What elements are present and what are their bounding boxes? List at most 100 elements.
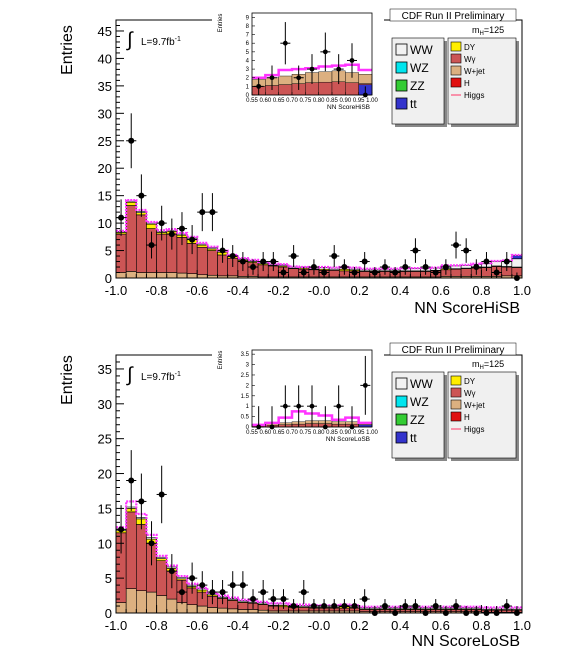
data-point-1 <box>126 113 137 169</box>
experiment-box <box>389 8 517 22</box>
bar-Wgamma-bin-14 <box>257 604 269 611</box>
experiment-label: CDF Run II Preliminary <box>402 11 505 22</box>
data-point-20 <box>319 267 330 278</box>
legend-swatch-tt <box>395 97 408 110</box>
legend-label-WZ: WZ <box>410 395 429 409</box>
data-point-37 <box>491 267 502 278</box>
legend-swatch-ZZ <box>395 79 408 92</box>
inset-y-tick-label: 0.5 <box>241 415 250 421</box>
data-point-18 <box>298 580 309 605</box>
legend-swatch-WW <box>395 377 408 390</box>
inset-bar-wjet-5 <box>318 71 333 83</box>
bar-Wgamma-bin-33 <box>450 268 462 277</box>
x-tick-label: 0.6 <box>432 283 450 298</box>
data-point-23 <box>349 599 360 613</box>
experiment-label: CDF Run II Preliminary <box>402 345 505 356</box>
lumi-text: L=9.7fb-1 <box>141 36 181 48</box>
inset-x-tick-label: 0.95 <box>353 430 365 436</box>
bar-DY-bin-8 <box>196 244 208 248</box>
bar-Wjet-bin-10 <box>217 607 228 614</box>
data-point-12 <box>237 571 248 600</box>
y-tick-label: 35 <box>98 362 112 377</box>
y-axis-label: Entries <box>59 355 76 405</box>
data-point-29 <box>410 599 421 613</box>
data-point-22 <box>339 599 350 613</box>
bar-Wjet-bin-12 <box>237 609 249 614</box>
data-point-10 <box>217 238 228 263</box>
data-point-4 <box>156 465 167 524</box>
x-tick-label: -0.0 <box>308 283 330 298</box>
data-point-25 <box>369 267 380 278</box>
x-tick-label: 0.4 <box>391 283 409 298</box>
data-point-3 <box>146 231 157 259</box>
inset-x-tick-label: 0.55 <box>246 430 258 436</box>
data-point-28 <box>400 599 411 613</box>
data-point-24 <box>359 252 370 272</box>
inset-data-point-6 <box>333 54 344 85</box>
inset-data-point-2 <box>280 22 291 65</box>
x-tick-label: 1.0 <box>513 618 531 633</box>
inset-data-point-4 <box>307 385 317 427</box>
main-histogram-hisb <box>115 113 523 281</box>
bar-Wjet-bin-5 <box>166 272 178 279</box>
data-point-34 <box>461 238 472 263</box>
bar-Wjet-bin-5 <box>166 598 178 614</box>
bar-Wjet-bin-0 <box>115 272 127 279</box>
inset-y-tick-label: 3 <box>246 67 250 73</box>
panel-hisb: -1.0 -0.8 -0.6 -0.4 -0.2 -0.0 0.2 0.4 0.6 0.8 1.00… <box>59 8 531 317</box>
inset-x-axis-label: NN ScoreHiSB <box>327 104 370 111</box>
legend-swatch-WZ <box>395 61 408 74</box>
y-tick-label: 20 <box>98 467 112 482</box>
bar-Wgamma-bin-18 <box>298 607 310 612</box>
data-point-6 <box>176 212 188 246</box>
y-tick-label: 35 <box>98 79 112 94</box>
y-tick-label: 40 <box>98 51 112 66</box>
legend-label-DY: DY <box>464 43 476 52</box>
legend-label-WW: WW <box>410 377 433 391</box>
inset-y-tick-label: 4 <box>246 58 250 64</box>
data-point-7 <box>187 562 198 594</box>
inset-y-tick-label: 5 <box>246 50 250 56</box>
inset-y-tick-label: 0 <box>246 93 250 99</box>
bar-Wgamma-bin-8 <box>196 246 208 276</box>
data-point-10 <box>217 580 228 605</box>
x-tick-label: 0.4 <box>391 618 409 633</box>
inset-x-tick-label: 0.60 <box>259 430 271 436</box>
data-point-32 <box>440 259 451 275</box>
inset-x-tick-label: 0.90 <box>339 98 351 104</box>
inset-y-tick-label: 7 <box>246 33 250 39</box>
data-point-26 <box>379 599 391 613</box>
legend-label-Wjet: W+jet <box>464 67 485 76</box>
data-point-23 <box>349 267 360 278</box>
inset-data-point-6 <box>333 385 344 427</box>
data-point-38 <box>501 599 512 613</box>
legend-label-Wgamma: Wγ <box>464 55 476 64</box>
bar-Wgamma-bin-4 <box>156 560 168 596</box>
y-tick-label: 15 <box>98 189 112 204</box>
bar-Wjet-bin-2 <box>136 272 147 279</box>
bar-WW-bin-9 <box>207 247 218 250</box>
bar-Wgamma-bin-2 <box>136 214 147 273</box>
bar-Wgamma-bin-24 <box>359 271 371 278</box>
inset-x-tick-label: 0.55 <box>246 98 258 104</box>
data-point-6 <box>176 580 188 605</box>
legend-label-Higgs: Higgs <box>464 91 484 100</box>
data-point-9 <box>207 193 218 232</box>
data-point-33 <box>450 599 462 613</box>
data-point-5 <box>166 554 177 589</box>
bar-Wjet-bin-7 <box>186 273 198 279</box>
inset-x-tick-label: 0.60 <box>259 98 271 104</box>
legend-label-H: H <box>464 413 470 422</box>
y-tick-label: 20 <box>98 161 112 176</box>
x-tick-label: 0.8 <box>472 283 490 298</box>
y-tick-label: 25 <box>98 432 112 447</box>
data-point-7 <box>187 225 198 255</box>
bar-DY-bin-1 <box>125 201 137 206</box>
bar-Wjet-bin-3 <box>146 272 157 279</box>
x-tick-label: -1.0 <box>105 618 127 633</box>
y-tick-label: 0 <box>105 271 112 286</box>
legend-swatch-ZZ <box>395 413 408 426</box>
inset-x-tick-label: 0.80 <box>313 430 325 436</box>
legend-label-WW: WW <box>410 43 433 57</box>
data-point-24 <box>359 589 370 609</box>
